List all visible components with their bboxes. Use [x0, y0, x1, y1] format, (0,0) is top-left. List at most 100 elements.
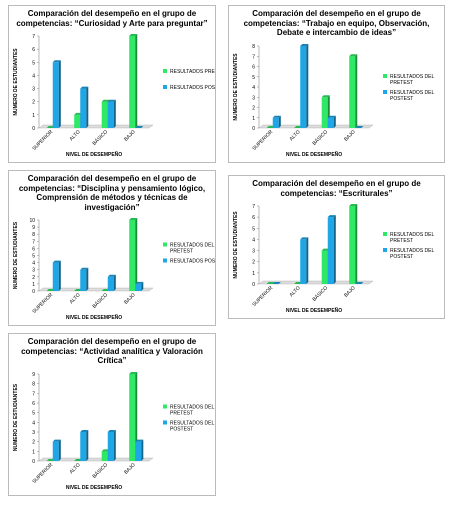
legend-swatch — [163, 69, 167, 73]
x-tick-label: BAJO — [123, 462, 137, 476]
x-axis-label: NIVEL DE DESEMPEÑO — [286, 307, 342, 314]
y-tick-label: 4 — [252, 85, 255, 91]
chart-panel: Comparación del desempeño en el grupo de… — [8, 5, 216, 163]
bar — [101, 450, 108, 461]
bar — [129, 220, 136, 291]
bar — [135, 283, 142, 291]
x-tick-label: ALTO — [289, 129, 302, 142]
legend-swatch — [383, 89, 387, 94]
bar — [327, 117, 334, 128]
bar-side — [58, 439, 61, 461]
bar-side — [86, 429, 89, 461]
x-tick-label: SUPERIOR — [251, 128, 274, 151]
y-tick-label: 6 — [32, 401, 35, 407]
bar-top — [80, 429, 89, 432]
y-tick-label: 0 — [32, 126, 35, 132]
bar-side — [113, 274, 116, 291]
x-tick-label: ALTO — [69, 292, 82, 305]
bar — [52, 62, 59, 128]
y-tick-label: 3 — [252, 95, 255, 101]
legend-swatch — [383, 232, 387, 236]
y-tick-label: 4 — [32, 420, 35, 426]
y-tick-label: 10 — [29, 218, 35, 224]
bar-top — [321, 248, 330, 251]
chart-panel: Comparación del desempeño en el grupo de… — [228, 175, 445, 319]
bar-top — [129, 218, 138, 220]
y-tick-label: 1 — [252, 115, 255, 121]
x-tick-label: ALTO — [289, 285, 302, 298]
bar-top — [294, 125, 303, 128]
bar-side — [355, 204, 358, 284]
bar-top — [74, 112, 83, 115]
bar-top — [135, 126, 144, 128]
y-tick-label: 7 — [32, 34, 35, 40]
x-tick-label: BÁSICO — [91, 461, 109, 479]
chart-title: Comparación del desempeño en el grupo de… — [243, 9, 430, 37]
y-axis-label: NUMERO DE ESTUDIANTES — [13, 221, 19, 289]
legend-label: RESULTADOS DEL PRETEST — [170, 243, 214, 255]
bar-side — [113, 429, 116, 461]
y-tick-label: 5 — [252, 74, 255, 80]
bar-side — [58, 60, 61, 128]
bar — [272, 117, 279, 128]
y-tick-label: 3 — [32, 430, 35, 436]
y-tick-label: 9 — [32, 225, 35, 231]
y-tick-label: 8 — [32, 232, 35, 238]
x-tick-label: ALTO — [69, 462, 82, 475]
y-tick-label: 8 — [252, 44, 255, 50]
x-axis-label: NIVEL DE DESEMPEÑO — [66, 151, 122, 158]
bar — [135, 441, 142, 461]
y-tick-label: 2 — [252, 260, 255, 266]
y-tick-label: 2 — [32, 100, 35, 106]
bar-side — [278, 115, 281, 128]
bar — [101, 101, 108, 128]
bar-top — [294, 282, 303, 284]
bar-top — [129, 34, 138, 36]
bar-top — [349, 204, 358, 206]
bar-side — [135, 218, 138, 291]
legend-label: RESULTADOS DEL PRETEST — [390, 232, 434, 244]
y-tick-label: 0 — [32, 459, 35, 465]
bar-side — [113, 99, 116, 128]
bar-top — [327, 115, 336, 118]
chart-title: Comparación del desempeño en el grupo de… — [16, 9, 208, 28]
bar-top — [266, 125, 275, 128]
bar-side — [141, 281, 144, 291]
bar-top — [107, 274, 116, 277]
bar-top — [74, 289, 83, 291]
bar-top — [101, 448, 110, 451]
bar — [107, 431, 114, 461]
bar-top — [52, 260, 61, 263]
y-tick-label: 3 — [32, 87, 35, 93]
legend-swatch — [163, 258, 167, 263]
bar-top — [321, 94, 330, 97]
bar-top — [300, 43, 309, 46]
y-tick-label: 1 — [32, 449, 35, 455]
bar-top — [327, 215, 336, 218]
chart-panel: Comparación del desempeño en el grupo de… — [8, 333, 216, 496]
x-axis-label: NIVEL DE DESEMPEÑO — [66, 484, 122, 491]
y-tick-label: 5 — [32, 254, 35, 260]
x-tick-label: BAJO — [343, 285, 357, 299]
bar — [80, 431, 87, 461]
y-tick-label: 4 — [252, 237, 255, 243]
y-tick-label: 6 — [252, 215, 255, 221]
bar-top — [129, 371, 138, 374]
y-tick-label: 0 — [32, 289, 35, 295]
bar-side — [355, 53, 358, 128]
y-tick-label: 5 — [252, 226, 255, 232]
chart-title: Comparación del desempeño en el grupo de… — [21, 337, 203, 365]
bar-top — [46, 458, 55, 461]
bar — [52, 441, 59, 461]
bar-top — [135, 439, 144, 442]
chart: 0 1 2 3 4 5 6 7 SUPERIOR ALTO BÁSICO BAJO NUMERO DE … — [13, 34, 215, 158]
bar — [52, 262, 59, 291]
y-tick-label: 7 — [252, 204, 255, 210]
bar — [300, 239, 307, 284]
bar — [80, 88, 87, 128]
chart: 0 1 2 3 4 5 6 7 SUPERIOR ALTO BÁSICO BAJO NUMERO DE … — [233, 204, 434, 314]
bar — [349, 55, 356, 128]
bar-top — [80, 86, 89, 89]
y-tick-label: 4 — [32, 261, 35, 267]
bar-top — [101, 289, 110, 291]
